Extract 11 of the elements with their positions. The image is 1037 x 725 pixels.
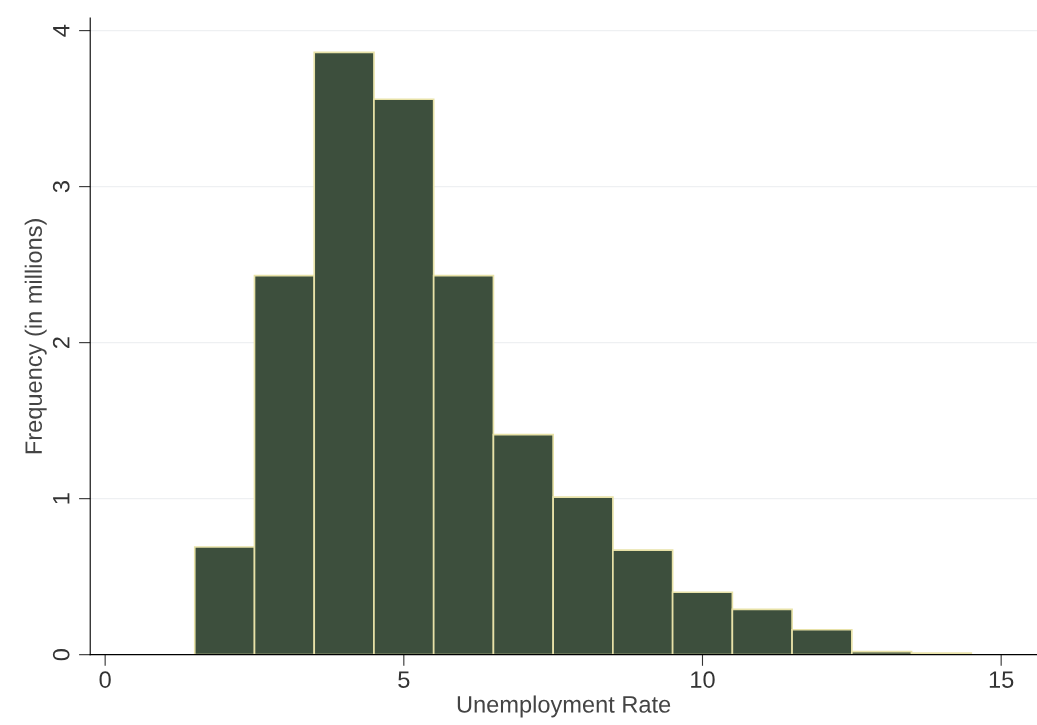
y-tick-label: 1: [53, 493, 70, 504]
y-tick-label: 0: [52, 649, 70, 661]
y-tick-label: 4: [53, 24, 70, 37]
y-axis-title: Frequency (in millions): [24, 219, 47, 454]
x-tick-label: 0: [99, 671, 111, 688]
x-tick-label: 15: [989, 671, 1014, 688]
x-axis-title: Unemployment Rate: [457, 695, 671, 718]
x-tick-label: 10: [691, 671, 715, 688]
x-tick-label: 5: [398, 671, 410, 688]
y-tick-label: 3: [52, 181, 70, 193]
y-tick-label: 2: [52, 337, 70, 349]
